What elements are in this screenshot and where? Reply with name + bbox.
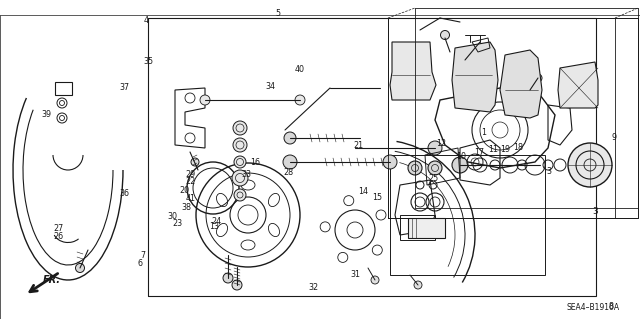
Text: 3: 3 [547, 167, 552, 176]
Circle shape [232, 280, 242, 290]
Text: 5: 5 [276, 9, 281, 18]
Text: 13: 13 [209, 222, 220, 231]
Polygon shape [408, 218, 445, 238]
Text: 15: 15 [372, 193, 383, 202]
Circle shape [233, 121, 247, 135]
Text: 10: 10 [456, 152, 466, 161]
Text: 1: 1 [481, 128, 486, 137]
Text: 8: 8 [609, 302, 614, 311]
Text: 6: 6 [137, 259, 142, 268]
Text: 24: 24 [211, 217, 221, 226]
Text: 22: 22 [186, 177, 196, 186]
Text: 9: 9 [612, 133, 617, 142]
Circle shape [200, 95, 210, 105]
Text: 39: 39 [41, 110, 51, 119]
Polygon shape [558, 62, 598, 108]
Text: 4: 4 [143, 16, 148, 25]
Text: 29: 29 [186, 170, 196, 179]
Text: 28: 28 [283, 168, 293, 177]
Text: 32: 32 [308, 283, 319, 292]
Text: 26: 26 [54, 232, 64, 241]
Polygon shape [452, 42, 498, 112]
Text: 17: 17 [474, 148, 484, 157]
Circle shape [234, 156, 246, 168]
Circle shape [440, 31, 449, 40]
Circle shape [534, 74, 542, 82]
Text: 30: 30 [168, 212, 178, 221]
Circle shape [408, 161, 422, 175]
Text: 36: 36 [120, 189, 130, 198]
Circle shape [452, 157, 468, 173]
Circle shape [414, 281, 422, 289]
Text: 41: 41 [186, 194, 196, 203]
Circle shape [234, 189, 246, 201]
Text: 34: 34 [265, 82, 275, 91]
Text: 18: 18 [513, 143, 524, 152]
Circle shape [383, 155, 397, 169]
Text: 38: 38 [182, 204, 192, 212]
Circle shape [76, 263, 84, 272]
Text: SEA4–B1910A: SEA4–B1910A [567, 303, 620, 313]
Text: 33: 33 [241, 170, 252, 179]
Text: 37: 37 [120, 83, 130, 92]
Text: 11: 11 [488, 145, 498, 154]
Text: 20: 20 [179, 186, 189, 195]
Circle shape [283, 155, 297, 169]
Text: 23: 23 [173, 219, 183, 228]
Text: 40: 40 [294, 65, 305, 74]
Text: 19: 19 [500, 145, 511, 154]
Text: 3: 3 [592, 207, 598, 217]
Circle shape [284, 132, 296, 144]
Text: FR.: FR. [43, 275, 61, 285]
Circle shape [232, 170, 248, 186]
Polygon shape [500, 50, 542, 118]
Bar [390, 155, 545, 275]
Text: 27: 27 [54, 224, 64, 233]
Text: 31: 31 [350, 271, 360, 279]
Bar [148, 18, 596, 296]
Text: 16: 16 [250, 158, 260, 167]
Polygon shape [390, 42, 436, 100]
Circle shape [295, 95, 305, 105]
Circle shape [428, 141, 442, 155]
Circle shape [233, 138, 247, 152]
Circle shape [568, 143, 612, 187]
Text: 12: 12 [436, 139, 447, 148]
Text: 7: 7 [141, 251, 146, 260]
Text: 21: 21 [353, 141, 364, 150]
Circle shape [191, 158, 199, 166]
Text: 14: 14 [358, 187, 368, 196]
Circle shape [223, 273, 233, 283]
Text: 35: 35 [143, 57, 154, 66]
Circle shape [371, 276, 379, 284]
Circle shape [428, 161, 442, 175]
Text: 25: 25 [429, 174, 439, 183]
